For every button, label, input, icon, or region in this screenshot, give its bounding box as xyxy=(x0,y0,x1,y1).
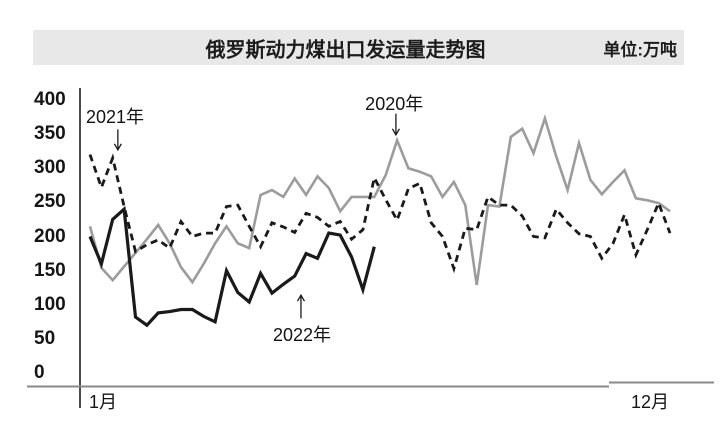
chart-title: 俄罗斯动力煤出口发运量走势图 xyxy=(205,39,486,61)
y-tick-250: 250 xyxy=(34,191,66,213)
annotation-2022: 2022年 xyxy=(272,325,331,346)
y-tick-300: 300 xyxy=(34,157,66,179)
y-tick-0: 0 xyxy=(34,362,45,383)
y-tick-400: 400 xyxy=(34,89,66,110)
annotation-arrowhead-2021 xyxy=(113,143,122,152)
y-tick-350: 350 xyxy=(34,123,66,145)
x-axis-label-jan: 1月 xyxy=(89,392,118,412)
annotation-arrowhead-2022 xyxy=(296,293,306,302)
unit-label: 单位:万吨 xyxy=(603,40,677,59)
annotation-2020: 2020年 xyxy=(365,94,424,115)
y-tick-200: 200 xyxy=(34,225,66,247)
series-2021-line xyxy=(88,153,672,274)
annotation-arrowhead-2020 xyxy=(391,128,400,137)
x-axis-label-dec: 12月 xyxy=(631,392,670,412)
annotation-2021: 2021年 xyxy=(85,106,145,127)
series-2022-line xyxy=(88,205,376,328)
y-tick-100: 100 xyxy=(34,293,66,315)
series-2020-line xyxy=(88,114,671,286)
title-bar: 俄罗斯动力煤出口发运量走势图 单位:万吨 xyxy=(33,30,684,65)
y-tick-50: 50 xyxy=(34,327,56,349)
y-tick-150: 150 xyxy=(34,259,66,281)
